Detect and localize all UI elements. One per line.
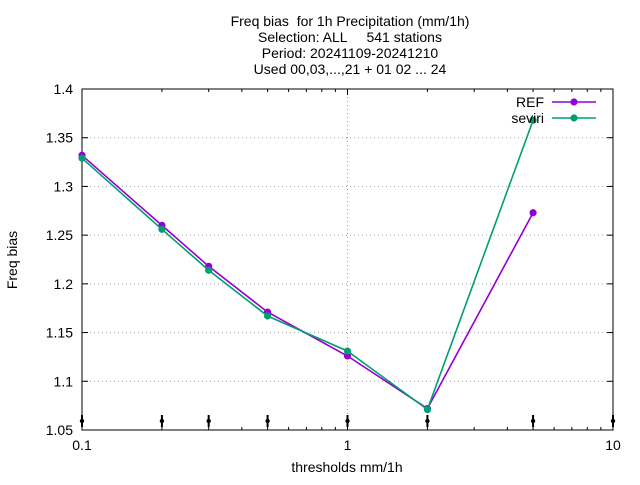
y-axis-label: Freq bias	[4, 231, 20, 289]
station-mark-dot	[610, 418, 616, 424]
y-tick-label: 1.2	[54, 276, 74, 292]
station-mark-dot	[206, 418, 211, 424]
y-tick-label: 1.1	[54, 373, 74, 389]
chart-title-line-3: Period: 20241109-20241210	[261, 45, 439, 61]
y-tick-label: 1.35	[46, 130, 73, 146]
x-tick-label: 10	[605, 437, 621, 453]
station-mark-dot	[425, 418, 430, 424]
legend-marker-seviri	[570, 114, 578, 122]
data-point-seviri	[343, 347, 352, 355]
series-line-REF	[81, 154, 534, 410]
x-tick-label: 1	[344, 437, 352, 453]
legend-marker-REF	[570, 98, 578, 106]
series-line-seviri	[81, 119, 534, 411]
y-tick-label: 1.15	[46, 325, 73, 341]
data-point-seviri	[78, 154, 86, 162]
y-tick-label: 1.3	[54, 178, 74, 194]
data-point-REF	[529, 209, 537, 217]
station-mark-dot	[530, 418, 536, 424]
data-point-seviri	[529, 116, 537, 124]
station-mark-dot	[265, 418, 270, 424]
y-tick-label: 1.4	[54, 81, 74, 97]
data-point-seviri	[423, 405, 432, 414]
station-mark-dot	[345, 418, 350, 424]
legend-label-seviri: seviri	[511, 110, 544, 126]
x-axis-label: thresholds mm/1h	[291, 459, 402, 475]
data-point-seviri	[158, 225, 166, 233]
plot-frame	[81, 88, 614, 431]
chart-title-line-4: Used 00,03,...,21 + 01 02 ... 24	[253, 61, 447, 77]
data-point-seviri	[205, 266, 213, 274]
y-tick-label: 1.05	[46, 422, 73, 438]
x-tick-label: 0.1	[72, 437, 92, 453]
y-tick-label: 1.25	[46, 227, 73, 243]
chart-title-line-2: Selection: ALL 541 stations	[258, 29, 442, 45]
chart-title-line-1: Freq bias for 1h Precipitation (mm/1h)	[230, 13, 470, 29]
legend-label-REF: REF	[516, 94, 544, 110]
station-mark-dot	[159, 418, 165, 424]
station-mark-dot	[79, 418, 85, 424]
data-point-seviri	[263, 312, 272, 320]
